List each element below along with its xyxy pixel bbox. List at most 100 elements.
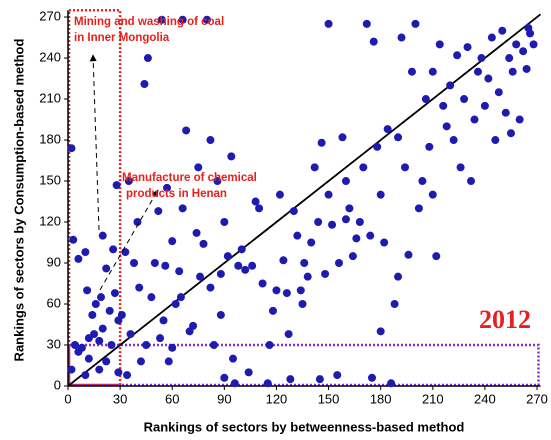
point xyxy=(77,343,86,352)
point xyxy=(373,142,382,151)
y-axis-title: Rankings of sectors by Consumption-based… xyxy=(11,39,26,362)
y-tick-label: 150 xyxy=(39,172,61,187)
point xyxy=(367,373,376,382)
point xyxy=(328,220,337,229)
point xyxy=(508,67,517,76)
arrow xyxy=(89,54,100,231)
point xyxy=(133,218,142,227)
point xyxy=(102,357,111,366)
point xyxy=(314,218,323,227)
point xyxy=(407,67,416,76)
annotation: products in Henan xyxy=(126,188,227,200)
x-axis-title: Rankings of sectors by betweenness-based… xyxy=(144,419,465,434)
point xyxy=(168,343,177,352)
point xyxy=(230,379,239,388)
point xyxy=(209,341,218,350)
point xyxy=(163,183,172,192)
x-tick-label: 90 xyxy=(217,391,231,406)
x-tick-label: 270 xyxy=(526,391,548,406)
diagonal-line xyxy=(67,13,542,387)
y-tick-label: 120 xyxy=(39,213,61,228)
point xyxy=(279,256,288,265)
y-tick-label: 240 xyxy=(39,49,61,64)
point xyxy=(411,19,420,28)
point xyxy=(105,306,114,315)
point xyxy=(229,354,238,363)
annotation: in Inner Mongolia xyxy=(74,32,170,44)
annotation: Manufacture of chemical xyxy=(122,172,257,184)
point xyxy=(348,252,357,261)
point xyxy=(216,310,225,319)
point xyxy=(414,204,423,213)
point xyxy=(338,133,347,142)
x-tick-label: 30 xyxy=(113,391,127,406)
point xyxy=(307,238,316,247)
point xyxy=(425,142,434,151)
point xyxy=(446,81,455,90)
point xyxy=(123,371,132,380)
point xyxy=(324,190,333,199)
point xyxy=(321,269,330,278)
point xyxy=(154,207,163,216)
point xyxy=(194,163,203,172)
point xyxy=(156,334,165,343)
point xyxy=(98,231,107,240)
point xyxy=(95,336,104,345)
point xyxy=(140,79,149,88)
point xyxy=(519,47,528,56)
point xyxy=(505,54,514,63)
point xyxy=(334,259,343,268)
point xyxy=(467,177,476,186)
point xyxy=(227,152,236,161)
y-tick-label: 270 xyxy=(39,8,61,23)
point xyxy=(109,245,118,254)
plot-area: 0 30 60 90 120 150 180 210 240 270 0 30 60 90 120 150 18… xyxy=(39,8,548,406)
point xyxy=(91,300,100,309)
point xyxy=(529,40,538,49)
point xyxy=(456,163,465,172)
point xyxy=(512,40,521,49)
point xyxy=(463,43,472,52)
point xyxy=(102,264,111,273)
point xyxy=(147,293,156,302)
y-tick-label: 90 xyxy=(47,254,61,269)
point xyxy=(380,238,389,247)
point xyxy=(241,265,250,274)
point xyxy=(275,190,284,199)
point xyxy=(74,254,83,263)
point xyxy=(255,204,264,213)
y-tick-label: 30 xyxy=(47,336,61,351)
point xyxy=(394,133,403,142)
point xyxy=(223,252,232,261)
point xyxy=(498,26,507,35)
point xyxy=(244,368,253,377)
point xyxy=(491,136,500,145)
point xyxy=(501,108,510,117)
point xyxy=(272,286,281,295)
point xyxy=(70,341,79,350)
point xyxy=(487,33,496,42)
point xyxy=(522,64,531,73)
point xyxy=(268,306,277,315)
point xyxy=(397,33,406,42)
point xyxy=(435,40,444,49)
point xyxy=(216,269,225,278)
point xyxy=(178,15,187,24)
point xyxy=(494,88,503,97)
point xyxy=(121,248,130,257)
point xyxy=(453,51,462,60)
y-tick-label: 180 xyxy=(39,131,61,146)
point xyxy=(69,235,78,244)
point xyxy=(362,19,371,28)
point xyxy=(470,115,479,124)
point xyxy=(315,375,324,384)
point xyxy=(477,54,486,63)
point xyxy=(117,310,126,319)
point xyxy=(352,234,361,243)
point xyxy=(161,261,170,270)
point xyxy=(317,138,326,147)
point xyxy=(428,67,437,76)
point xyxy=(289,207,298,216)
y-tick-label: 60 xyxy=(47,295,61,310)
